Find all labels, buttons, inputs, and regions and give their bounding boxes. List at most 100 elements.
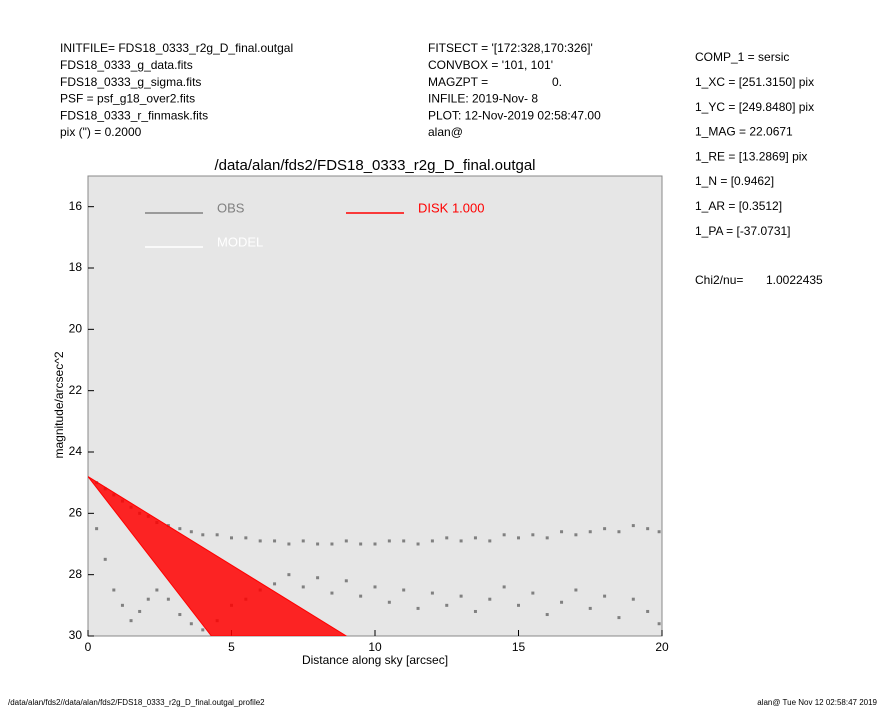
header-middle-line: alan@	[428, 125, 463, 139]
obs-point	[189, 622, 193, 626]
x-tick-label: 5	[228, 640, 235, 654]
obs-point	[166, 597, 170, 601]
header-left-line: FDS18_0333_r_finmask.fits	[60, 108, 208, 122]
obs-point	[416, 606, 420, 610]
obs-point	[244, 536, 248, 540]
y-tick-label: 16	[69, 199, 83, 213]
obs-point	[402, 588, 406, 592]
header-middle-line: FITSECT = '[172:328,170:326]'	[428, 41, 593, 55]
obs-point	[201, 628, 205, 632]
obs-point	[230, 536, 233, 540]
obs-point	[189, 530, 193, 534]
obs-point	[330, 591, 334, 595]
y-tick-label: 22	[69, 383, 83, 397]
obs-point	[459, 594, 463, 598]
obs-point	[129, 619, 133, 623]
obs-point	[316, 576, 320, 580]
obs-point	[574, 588, 578, 592]
obs-point	[502, 533, 506, 537]
obs-point	[517, 603, 520, 607]
obs-point	[138, 609, 142, 613]
obs-point	[430, 539, 434, 543]
legend-label: OBS	[217, 200, 245, 215]
fit-parameter: 1_YC = [249.8480] pix	[695, 100, 814, 114]
x-tick-label: 0	[85, 640, 92, 654]
obs-point	[330, 542, 334, 546]
fit-parameter: 1_N = [0.9462]	[695, 174, 774, 188]
x-axis-label: Distance along sky [arcsec]	[302, 653, 448, 667]
fit-parameter: 1_XC = [251.3150] pix	[695, 75, 814, 89]
obs-point	[120, 603, 124, 607]
x-tick-label: 10	[368, 640, 382, 654]
header-left-line: pix (") = 0.2000	[60, 125, 142, 139]
header-middle-line: CONVBOX = '101, 101'	[428, 58, 553, 72]
y-axis-label: magnitude/arcsec^2	[52, 351, 66, 458]
chart-title: /data/alan/fds2/FDS18_0333_r2g_D_final.o…	[214, 157, 535, 174]
obs-point	[502, 585, 506, 589]
footer-left: /data/alan/fds2//data/alan/fds2/FDS18_03…	[8, 698, 265, 707]
obs-point	[201, 533, 205, 537]
obs-point	[646, 609, 650, 613]
obs-point	[545, 536, 549, 540]
obs-point	[359, 542, 363, 546]
obs-point	[603, 594, 607, 598]
obs-point	[531, 533, 535, 537]
header-middle-line: MAGZPT =	[428, 75, 488, 89]
obs-point	[657, 530, 661, 534]
y-tick-label: 24	[69, 444, 83, 458]
magzpt-value: 0.	[552, 75, 562, 89]
y-tick-label: 26	[69, 506, 83, 520]
obs-point	[531, 591, 535, 595]
obs-point	[402, 539, 406, 543]
obs-point	[416, 542, 420, 546]
obs-point	[287, 542, 291, 546]
obs-point	[574, 533, 578, 537]
obs-point	[646, 527, 650, 531]
x-tick-label: 15	[512, 640, 526, 654]
disk-band	[88, 476, 348, 636]
chi2-value: 1.0022435	[766, 273, 823, 287]
obs-point	[287, 573, 291, 577]
header-middle-line: INFILE: 2019-Nov- 8	[428, 92, 538, 106]
obs-point	[488, 539, 492, 543]
footer-right: alan@ Tue Nov 12 02:58:47 2019	[757, 698, 877, 707]
obs-point	[560, 530, 564, 534]
fit-parameter: 1_MAG = 22.0671	[695, 125, 793, 139]
obs-point	[95, 527, 99, 531]
fit-parameter: 1_AR = [0.3512]	[695, 199, 782, 213]
y-tick-label: 28	[69, 567, 83, 581]
x-tick-label: 20	[655, 640, 669, 654]
obs-point	[316, 542, 320, 546]
obs-point	[178, 527, 182, 531]
obs-point	[603, 527, 607, 531]
header-left-line: INITFILE= FDS18_0333_r2g_D_final.outgal	[60, 41, 293, 55]
obs-point	[273, 582, 277, 586]
obs-point	[488, 597, 492, 601]
header-left-line: FDS18_0333_g_data.fits	[60, 58, 193, 72]
obs-point	[588, 606, 592, 610]
header-left-line: PSF = psf_g18_over2.fits	[60, 92, 195, 106]
fit-parameter: 1_RE = [13.2869] pix	[695, 149, 807, 163]
obs-point	[215, 533, 219, 537]
obs-point	[373, 542, 377, 546]
obs-point	[301, 539, 305, 543]
obs-point	[631, 524, 635, 528]
obs-point	[373, 585, 377, 589]
obs-point	[146, 597, 150, 601]
obs-point	[517, 536, 520, 540]
obs-point	[631, 597, 635, 601]
obs-point	[545, 613, 549, 617]
header-left-line: FDS18_0333_g_sigma.fits	[60, 75, 201, 89]
fit-parameter: COMP_1 = sersic	[695, 50, 789, 64]
obs-point	[657, 622, 661, 626]
obs-point	[155, 588, 159, 592]
obs-point	[387, 600, 391, 604]
y-tick-label: 30	[69, 628, 83, 642]
obs-point	[301, 585, 305, 589]
obs-point	[273, 539, 277, 543]
obs-point	[588, 530, 592, 534]
obs-point	[445, 536, 449, 540]
obs-point	[112, 588, 116, 592]
legend-label: MODEL	[217, 234, 263, 249]
